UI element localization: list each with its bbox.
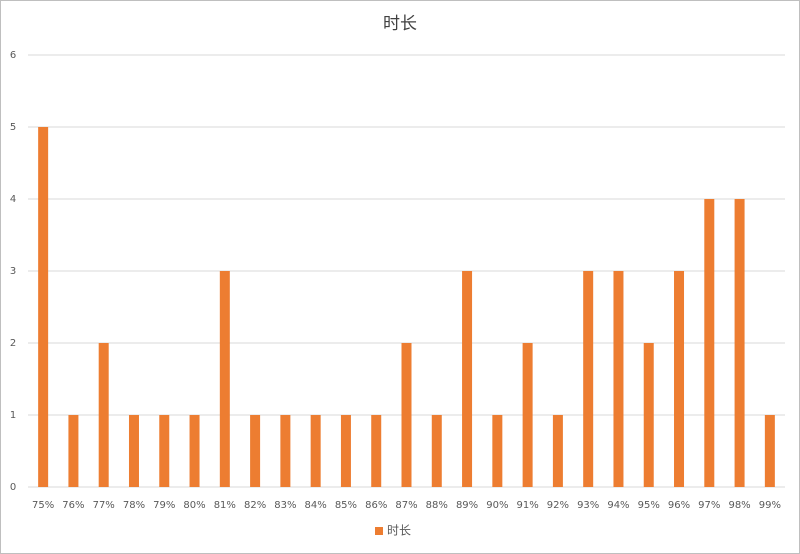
bar <box>250 415 261 487</box>
x-tick-label: 85% <box>335 500 357 511</box>
bar <box>401 343 412 487</box>
y-tick-label: 0 <box>10 482 16 493</box>
x-tick-label: 97% <box>698 500 720 511</box>
y-tick-label: 2 <box>10 338 16 349</box>
x-tick-label: 94% <box>607 500 629 511</box>
bar <box>674 271 685 487</box>
bar <box>643 343 654 487</box>
x-tick-label: 84% <box>305 500 327 511</box>
bar <box>189 415 200 487</box>
x-tick-label: 88% <box>426 500 448 511</box>
bar <box>522 343 533 487</box>
x-tick-label: 91% <box>517 500 539 511</box>
y-tick-label: 5 <box>10 122 16 133</box>
legend-swatch <box>375 527 383 535</box>
bar <box>159 415 170 487</box>
bar <box>764 415 775 487</box>
bar <box>38 127 49 487</box>
y-tick-label: 6 <box>10 50 16 61</box>
x-tick-label: 78% <box>123 500 145 511</box>
x-tick-label: 82% <box>244 500 266 511</box>
bar <box>704 199 715 487</box>
bar <box>613 271 624 487</box>
bar <box>98 343 109 487</box>
bar <box>68 415 79 487</box>
bar <box>492 415 503 487</box>
bar <box>734 199 745 487</box>
x-tick-label: 87% <box>395 500 417 511</box>
bar <box>583 271 594 487</box>
x-tick-label: 83% <box>274 500 296 511</box>
x-tick-label: 95% <box>638 500 660 511</box>
y-tick-label: 1 <box>10 410 16 421</box>
bar <box>128 415 139 487</box>
bar <box>310 415 321 487</box>
bar <box>371 415 382 487</box>
x-tick-label: 93% <box>577 500 599 511</box>
x-tick-label: 96% <box>668 500 690 511</box>
x-tick-label: 77% <box>93 500 115 511</box>
x-tick-label: 81% <box>214 500 236 511</box>
bar <box>219 271 230 487</box>
y-tick-label: 3 <box>10 266 16 277</box>
x-tick-label: 76% <box>62 500 84 511</box>
x-tick-label: 98% <box>728 500 750 511</box>
x-tick-label: 80% <box>183 500 205 511</box>
x-tick-label: 75% <box>32 500 54 511</box>
bar <box>340 415 351 487</box>
y-tick-label: 4 <box>10 194 16 205</box>
x-tick-label: 99% <box>759 500 781 511</box>
bar <box>552 415 563 487</box>
chart-title: 时长 <box>383 14 417 34</box>
bar <box>431 415 442 487</box>
x-tick-label: 79% <box>153 500 175 511</box>
x-tick-label: 90% <box>486 500 508 511</box>
legend-label: 时长 <box>387 524 411 538</box>
bar <box>280 415 291 487</box>
x-tick-label: 86% <box>365 500 387 511</box>
bar <box>462 271 473 487</box>
x-tick-label: 92% <box>547 500 569 511</box>
x-tick-label: 89% <box>456 500 478 511</box>
